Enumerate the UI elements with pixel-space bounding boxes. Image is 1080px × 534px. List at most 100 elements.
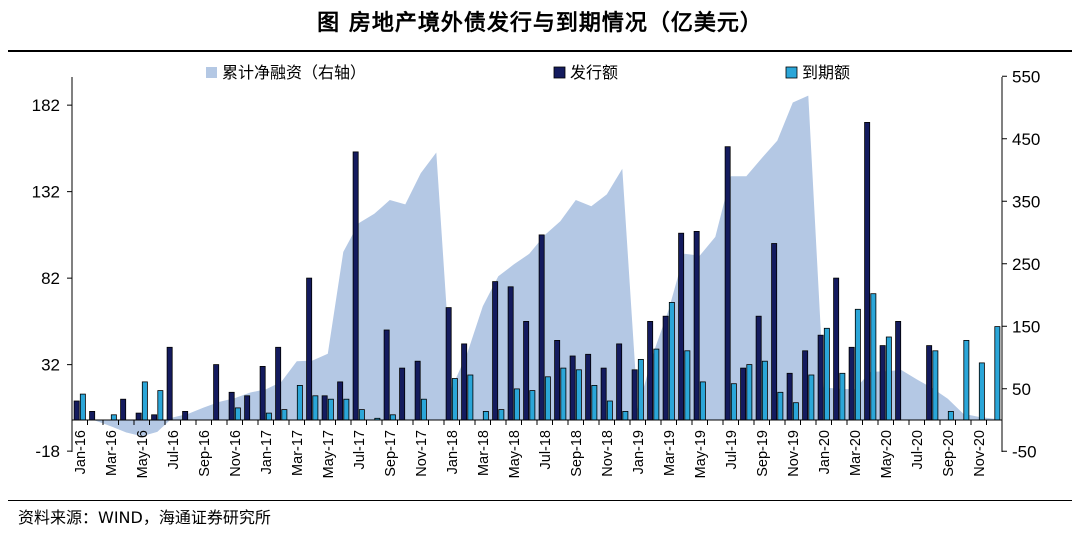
- bar-issuance: [771, 243, 778, 421]
- bar-issuance: [213, 364, 220, 421]
- bar-maturity: [622, 410, 629, 421]
- bar-issuance: [461, 343, 468, 421]
- bar-issuance: [631, 369, 638, 421]
- bar-maturity: [684, 350, 691, 421]
- x-tick-label: May-19: [693, 430, 709, 478]
- bar-issuance: [414, 360, 421, 421]
- right-tick-label: 350: [1012, 192, 1040, 211]
- bar-issuance: [833, 277, 840, 421]
- bar-issuance: [228, 391, 235, 421]
- bar-maturity: [575, 369, 582, 421]
- bar-issuance: [569, 355, 576, 421]
- bar-maturity: [870, 293, 877, 421]
- x-tick-label: Jul-18: [538, 430, 554, 470]
- x-tick-label: Jul-20: [910, 430, 926, 470]
- bar-maturity: [932, 350, 939, 421]
- footer-divider: [8, 500, 1072, 501]
- left-tick-label: 32: [41, 356, 60, 375]
- bar-maturity: [157, 390, 164, 421]
- legend-swatch: [206, 67, 217, 78]
- bar-maturity: [637, 358, 644, 421]
- bar-maturity: [792, 402, 799, 421]
- bar-issuance: [817, 334, 824, 421]
- bar-maturity: [110, 414, 117, 421]
- x-tick-label: Mar-17: [290, 430, 306, 476]
- bar-maturity: [296, 384, 303, 421]
- legend: 累计净融资（右轴） 发行额 到期额: [206, 63, 850, 82]
- bar-issuance: [166, 346, 173, 421]
- bar-issuance: [647, 320, 654, 421]
- bar-issuance: [786, 372, 793, 421]
- bar-issuance: [259, 365, 266, 421]
- bar-issuance: [321, 395, 328, 421]
- bar-maturity: [885, 336, 892, 421]
- axis-layer: -18 32 82 132 182 -50 50 150 250 350 450 550 Jan-16 M…: [32, 67, 1041, 478]
- bar-issuance: [275, 346, 282, 421]
- bar-issuance: [616, 343, 623, 421]
- x-tick-label: Jul-17: [352, 430, 368, 470]
- bar-maturity: [947, 410, 954, 421]
- right-tick-label: -50: [1012, 442, 1037, 461]
- x-tick-label: Nov-18: [600, 430, 616, 477]
- bar-maturity: [420, 398, 427, 421]
- x-tick-label: May-18: [507, 430, 523, 478]
- bar-maturity: [606, 400, 613, 421]
- x-tick-label: Jul-19: [724, 430, 740, 470]
- bar-issuance: [755, 315, 762, 421]
- left-tick-label: 82: [41, 269, 60, 288]
- x-tick-label: Sep-17: [383, 430, 399, 477]
- bar-issuance: [507, 286, 514, 421]
- bar-issuance: [151, 414, 158, 421]
- bar-maturity: [234, 407, 241, 421]
- x-tick-label: Nov-20: [972, 430, 988, 477]
- bar-maturity: [560, 367, 567, 421]
- x-tick-label: Jan-16: [73, 430, 89, 474]
- x-tick-label: Sep-18: [569, 430, 585, 477]
- bar-maturity: [265, 412, 272, 421]
- bar-issuance: [120, 398, 127, 421]
- chart-title: 图 房地产境外债发行与到期情况（亿美元）: [317, 11, 763, 36]
- bar-maturity: [978, 362, 985, 421]
- x-tick-label: Nov-19: [786, 430, 802, 477]
- bar-maturity: [761, 360, 768, 421]
- right-tick-label: 150: [1012, 317, 1040, 336]
- bar-issuance: [926, 345, 933, 421]
- bar-maturity: [482, 410, 489, 421]
- bar-maturity: [699, 381, 706, 421]
- bar-issuance: [848, 346, 855, 421]
- x-tick-label: Jan-18: [445, 430, 461, 474]
- bar-maturity: [730, 383, 737, 421]
- legend-label: 到期额: [802, 63, 850, 82]
- bar-issuance: [895, 320, 902, 421]
- bar-maturity: [358, 409, 365, 421]
- bar-maturity: [451, 378, 458, 421]
- bar-issuance: [724, 146, 731, 421]
- x-tick-label: Sep-19: [755, 430, 771, 477]
- left-tick-label: 132: [32, 183, 60, 202]
- bar-maturity: [963, 339, 970, 421]
- bar-maturity: [591, 384, 598, 421]
- x-tick-label: Mar-18: [476, 430, 492, 476]
- bar-maturity: [327, 398, 334, 421]
- x-tick-label: Sep-20: [941, 430, 957, 477]
- x-tick-label: Sep-16: [197, 430, 213, 477]
- bar-maturity: [653, 348, 660, 421]
- bar-issuance: [802, 350, 809, 421]
- x-tick-label: Nov-17: [414, 430, 430, 477]
- bar-maturity: [854, 308, 861, 421]
- x-tick-label: Jul-16: [166, 430, 182, 470]
- bar-issuance: [306, 277, 313, 421]
- bar-maturity: [746, 364, 753, 421]
- legend-swatch: [785, 66, 798, 79]
- bar-issuance: [73, 400, 80, 421]
- bar-issuance: [337, 381, 344, 421]
- left-tick-label: -18: [35, 442, 60, 461]
- bar-maturity: [823, 327, 830, 421]
- bar-issuance: [89, 410, 96, 421]
- bar-issuance: [135, 412, 142, 421]
- bar-maturity: [808, 374, 815, 421]
- source-note: 资料来源：WIND，海通证券研究所: [18, 508, 271, 527]
- bar-maturity: [668, 301, 675, 421]
- bar-maturity: [281, 409, 288, 421]
- bar-issuance: [182, 410, 189, 421]
